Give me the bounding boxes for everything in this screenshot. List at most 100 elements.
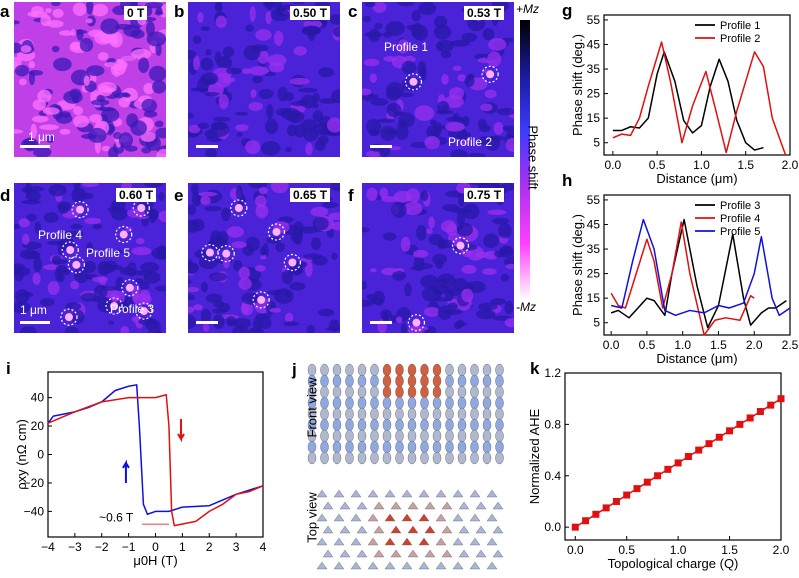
- domain: [113, 59, 127, 76]
- spin-arrow: [418, 489, 430, 498]
- spin-arrow: [382, 451, 392, 465]
- x-tick-label: 1.0: [693, 158, 710, 172]
- domain: [379, 187, 389, 199]
- x-tick-label: 1: [179, 540, 186, 554]
- domain: [118, 132, 133, 148]
- domain: [377, 118, 396, 123]
- data-point: [582, 517, 590, 525]
- domain: [14, 129, 24, 134]
- spin-arrow: [418, 561, 430, 570]
- spin-arrow: [495, 451, 504, 465]
- data-point: [726, 427, 734, 435]
- domain: [188, 287, 200, 293]
- domain: [433, 24, 452, 40]
- spin-arrow: [424, 501, 436, 510]
- domain: [281, 270, 293, 285]
- legend-label: Profile 2: [720, 33, 760, 45]
- domain: [267, 54, 287, 67]
- domain: [418, 2, 437, 15]
- domain: [188, 306, 195, 313]
- domain: [86, 65, 105, 77]
- y-tick-label: 0: [37, 448, 44, 462]
- domain: [188, 204, 197, 216]
- spin-arrow: [367, 561, 379, 570]
- spin-arrow: [492, 525, 504, 534]
- domain: [42, 107, 60, 115]
- domain: [214, 73, 232, 88]
- y-axis-label: Phase shift (deg.): [570, 34, 585, 136]
- domain: [108, 320, 115, 325]
- colorbar-top-label: +Mz: [516, 2, 540, 16]
- domain: [297, 87, 318, 93]
- domain: [76, 28, 84, 41]
- domain: [420, 190, 429, 202]
- data-point: [746, 414, 754, 422]
- spin-arrow: [322, 549, 334, 558]
- domain: [285, 146, 292, 153]
- spin-arrow: [418, 537, 430, 546]
- domain: [276, 108, 292, 117]
- data-point: [612, 497, 620, 505]
- domain: [231, 241, 247, 249]
- domain: [245, 140, 261, 155]
- domain: [393, 190, 412, 203]
- domain: [493, 121, 504, 135]
- domain: [492, 217, 510, 225]
- domain: [310, 206, 329, 217]
- domain: [139, 289, 151, 304]
- x-tick-label: 0: [152, 540, 159, 554]
- x-tick-label: 4: [260, 540, 267, 554]
- domain: [363, 58, 380, 67]
- spin-arrow: [457, 451, 467, 465]
- domain: [208, 272, 228, 282]
- domain: [284, 312, 294, 323]
- skyrmion: [137, 204, 146, 213]
- domain: [456, 319, 464, 328]
- domain: [85, 18, 93, 24]
- domain: [154, 11, 164, 16]
- spin-arrow: [452, 513, 464, 522]
- domain: [79, 192, 94, 200]
- domain: [18, 218, 30, 228]
- skyrmion-marker: [252, 291, 270, 309]
- domain: [130, 120, 147, 136]
- domain: [369, 73, 377, 84]
- scalebar-label-d: 1 μm: [20, 303, 47, 317]
- spin-arrow: [452, 537, 464, 546]
- domain: [28, 60, 36, 69]
- domain: [372, 290, 385, 306]
- sweep-up-arrow: [122, 459, 130, 483]
- domain: [267, 290, 282, 296]
- spin-arrow: [469, 561, 481, 570]
- spin-arrow: [316, 489, 328, 498]
- domain: [447, 302, 458, 309]
- domain: [58, 204, 69, 214]
- domain: [193, 304, 203, 311]
- domain: [241, 68, 252, 75]
- data-point: [736, 420, 744, 428]
- spin-arrow: [316, 561, 328, 570]
- domain: [478, 136, 491, 145]
- spin-arrow: [458, 525, 470, 534]
- domain: [57, 272, 65, 283]
- domain: [398, 92, 414, 98]
- spin-arrow: [407, 501, 419, 510]
- plot-frame: [603, 194, 791, 336]
- y-tick-label: 0.4: [544, 469, 561, 483]
- panel-label-h: h: [562, 171, 572, 190]
- domain: [329, 14, 340, 25]
- domain: [232, 260, 243, 272]
- domain: [104, 61, 117, 68]
- domain: [30, 123, 37, 139]
- domain: [487, 51, 502, 68]
- domain: [460, 141, 469, 146]
- data-point: [695, 446, 703, 454]
- domain: [245, 24, 254, 32]
- micrograph-b: [188, 2, 340, 157]
- profile-label-2: Profile 2: [448, 135, 493, 149]
- spin-arrow: [445, 451, 454, 465]
- domain: [70, 223, 83, 230]
- domain: [214, 51, 222, 65]
- domain: [461, 288, 474, 303]
